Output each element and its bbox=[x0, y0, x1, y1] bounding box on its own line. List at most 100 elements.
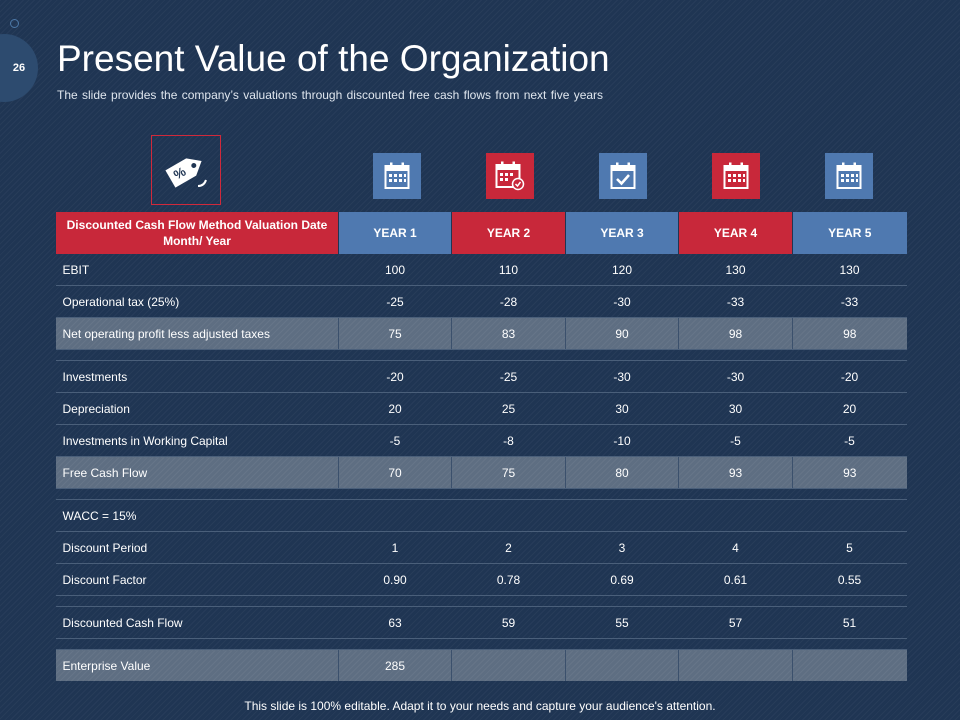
year-header: YEAR 1 bbox=[338, 212, 452, 254]
table-cell: -20 bbox=[338, 360, 452, 393]
table-cell: 90 bbox=[565, 317, 679, 350]
row-label: Free Cash Flow bbox=[55, 456, 339, 489]
row-label: Discount Factor bbox=[55, 563, 339, 596]
table-row: Depreciation 20 25 30 30 20 bbox=[55, 392, 907, 425]
table-cell: 4 bbox=[678, 531, 793, 564]
calendar-check-icon bbox=[486, 153, 534, 199]
table-cell: 57 bbox=[678, 606, 793, 639]
table-row: Investments in Working Capital -5 -8 -10… bbox=[55, 424, 907, 457]
table-cell bbox=[565, 499, 679, 532]
page-title: Present Value of the Organization bbox=[57, 38, 610, 79]
table-cell: 59 bbox=[451, 606, 566, 639]
table-cell bbox=[565, 649, 679, 681]
page-number: 26 bbox=[12, 62, 26, 74]
table-cell: -30 bbox=[565, 285, 679, 318]
percent-tag-icon: % bbox=[151, 135, 221, 205]
table-cell: 80 bbox=[565, 456, 679, 489]
table-row: Discounted Cash Flow 63 59 55 57 51 bbox=[55, 606, 907, 639]
table-cell: 51 bbox=[792, 606, 907, 639]
table-cell: 98 bbox=[678, 317, 793, 350]
table-cell: 130 bbox=[792, 254, 907, 286]
row-label: Enterprise Value bbox=[55, 649, 339, 681]
table-cell: 0.90 bbox=[338, 563, 452, 596]
year-header: YEAR 4 bbox=[678, 212, 793, 254]
table-cell: 0.55 bbox=[792, 563, 907, 596]
table-cell: 5 bbox=[792, 531, 907, 564]
calendar-icon bbox=[712, 153, 760, 199]
table-cell: 55 bbox=[565, 606, 679, 639]
table-cell: -33 bbox=[792, 285, 907, 318]
table-row: EBIT 100 110 120 130 130 bbox=[55, 254, 907, 286]
table-row: WACC = 15% bbox=[55, 499, 907, 532]
page-subtitle: The slide provides the company’s valuati… bbox=[57, 88, 604, 102]
table-cell: -10 bbox=[565, 424, 679, 457]
table-cell: 0.78 bbox=[451, 563, 566, 596]
table-cell: 120 bbox=[565, 254, 679, 286]
table-cell: -28 bbox=[451, 285, 566, 318]
page-number-badge: 26 bbox=[0, 34, 38, 102]
table-cell: 63 bbox=[338, 606, 452, 639]
year-header: YEAR 3 bbox=[565, 212, 679, 254]
row-label: Net operating profit less adjusted taxes bbox=[55, 317, 339, 350]
table-row: Operational tax (25%) -25 -28 -30 -33 -3… bbox=[55, 285, 907, 318]
row-label: Investments in Working Capital bbox=[55, 424, 339, 457]
calendar-check-icon bbox=[599, 153, 647, 199]
spacer-row bbox=[55, 349, 907, 361]
table-cell: -5 bbox=[678, 424, 793, 457]
spacer-row bbox=[55, 488, 907, 500]
table-cell: 30 bbox=[678, 392, 793, 425]
table-row: Discount Period 1 2 3 4 5 bbox=[55, 531, 907, 564]
table-cell: -30 bbox=[565, 360, 679, 393]
table-cell bbox=[792, 649, 907, 681]
table-cell: -33 bbox=[678, 285, 793, 318]
table-cell: 20 bbox=[338, 392, 452, 425]
calendar-icon bbox=[825, 153, 873, 199]
table-cell: 83 bbox=[451, 317, 566, 350]
calendar-icon bbox=[373, 153, 421, 199]
year-header: YEAR 5 bbox=[792, 212, 907, 254]
table-cell: 75 bbox=[451, 456, 566, 489]
table-cell bbox=[338, 499, 452, 532]
row-label: EBIT bbox=[55, 254, 339, 286]
table-cell: 93 bbox=[678, 456, 793, 489]
year-header: YEAR 2 bbox=[451, 212, 566, 254]
row-label: Discount Period bbox=[55, 531, 339, 564]
table-cell: -30 bbox=[678, 360, 793, 393]
table-cell: 130 bbox=[678, 254, 793, 286]
footer-note: This slide is 100% editable. Adapt it to… bbox=[244, 699, 716, 713]
table-row-highlighted: Free Cash Flow 70 75 80 93 93 bbox=[55, 456, 907, 489]
table-cell: -8 bbox=[451, 424, 566, 457]
row-label: WACC = 15% bbox=[55, 499, 339, 532]
decorative-ring bbox=[10, 19, 19, 28]
table-header-label: Discounted Cash Flow Method Valuation Da… bbox=[55, 212, 339, 254]
row-label: Operational tax (25%) bbox=[55, 285, 339, 318]
spacer-row bbox=[55, 638, 907, 650]
table-cell: -5 bbox=[338, 424, 452, 457]
table-cell: -20 bbox=[792, 360, 907, 393]
table-cell: -25 bbox=[451, 360, 566, 393]
table-cell: 98 bbox=[792, 317, 907, 350]
table-cell bbox=[678, 649, 793, 681]
row-label: Depreciation bbox=[55, 392, 339, 425]
table-cell: 2 bbox=[451, 531, 566, 564]
table-header-row: Discounted Cash Flow Method Valuation Da… bbox=[55, 212, 907, 254]
table-cell: 25 bbox=[451, 392, 566, 425]
table-row: Discount Factor 0.90 0.78 0.69 0.61 0.55 bbox=[55, 563, 907, 596]
table-row: Investments -20 -25 -30 -30 -20 bbox=[55, 360, 907, 393]
row-label: Investments bbox=[55, 360, 339, 393]
table-cell: 93 bbox=[792, 456, 907, 489]
row-label: Discounted Cash Flow bbox=[55, 606, 339, 639]
table-cell bbox=[451, 649, 566, 681]
spacer-row bbox=[55, 595, 907, 607]
table-cell: 1 bbox=[338, 531, 452, 564]
table-cell: 0.61 bbox=[678, 563, 793, 596]
table-cell: 3 bbox=[565, 531, 679, 564]
table-cell: 20 bbox=[792, 392, 907, 425]
table-cell: 30 bbox=[565, 392, 679, 425]
table-cell: 70 bbox=[338, 456, 452, 489]
dcf-valuation-table: Discounted Cash Flow Method Valuation Da… bbox=[55, 212, 907, 681]
table-cell: 0.69 bbox=[565, 563, 679, 596]
table-cell bbox=[678, 499, 793, 532]
table-cell bbox=[792, 499, 907, 532]
table-cell: -5 bbox=[792, 424, 907, 457]
